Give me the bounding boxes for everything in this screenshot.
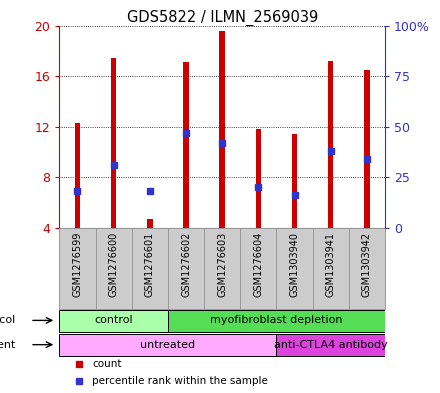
Bar bbox=[111, 59, 116, 228]
Bar bbox=[328, 61, 334, 228]
Bar bbox=[220, 31, 225, 228]
Text: protocol: protocol bbox=[0, 316, 15, 325]
Bar bbox=[95, 228, 132, 309]
Bar bbox=[147, 219, 153, 228]
Bar bbox=[256, 129, 261, 228]
Bar bbox=[168, 228, 204, 309]
Text: anti-CTLA4 antibody: anti-CTLA4 antibody bbox=[274, 340, 388, 350]
Bar bbox=[183, 62, 189, 228]
Bar bbox=[240, 228, 276, 309]
Text: GSM1276600: GSM1276600 bbox=[109, 232, 119, 297]
Text: agent: agent bbox=[0, 340, 15, 350]
Text: GSM1276602: GSM1276602 bbox=[181, 232, 191, 297]
Text: GSM1276603: GSM1276603 bbox=[217, 232, 227, 297]
Bar bbox=[276, 334, 385, 356]
Bar bbox=[349, 228, 385, 309]
Text: untreated: untreated bbox=[140, 340, 195, 350]
Text: GSM1303940: GSM1303940 bbox=[290, 232, 300, 297]
Bar bbox=[364, 70, 370, 228]
Bar bbox=[59, 228, 95, 309]
Text: GSM1276601: GSM1276601 bbox=[145, 232, 155, 297]
Bar bbox=[313, 228, 349, 309]
Text: GDS5822 / ILMN_2569039: GDS5822 / ILMN_2569039 bbox=[127, 10, 318, 26]
Bar bbox=[75, 123, 80, 228]
Bar bbox=[168, 310, 385, 332]
Text: percentile rank within the sample: percentile rank within the sample bbox=[92, 376, 268, 386]
Text: control: control bbox=[94, 316, 133, 325]
Text: GSM1303942: GSM1303942 bbox=[362, 232, 372, 297]
Bar bbox=[276, 228, 313, 309]
Bar bbox=[59, 310, 168, 332]
Text: GSM1276599: GSM1276599 bbox=[73, 232, 82, 297]
Bar bbox=[132, 228, 168, 309]
Bar bbox=[204, 228, 240, 309]
Bar bbox=[59, 334, 276, 356]
Text: GSM1303941: GSM1303941 bbox=[326, 232, 336, 297]
Text: GSM1276604: GSM1276604 bbox=[253, 232, 264, 297]
Bar bbox=[292, 134, 297, 228]
Text: myofibroblast depletion: myofibroblast depletion bbox=[210, 316, 343, 325]
Text: count: count bbox=[92, 359, 121, 369]
